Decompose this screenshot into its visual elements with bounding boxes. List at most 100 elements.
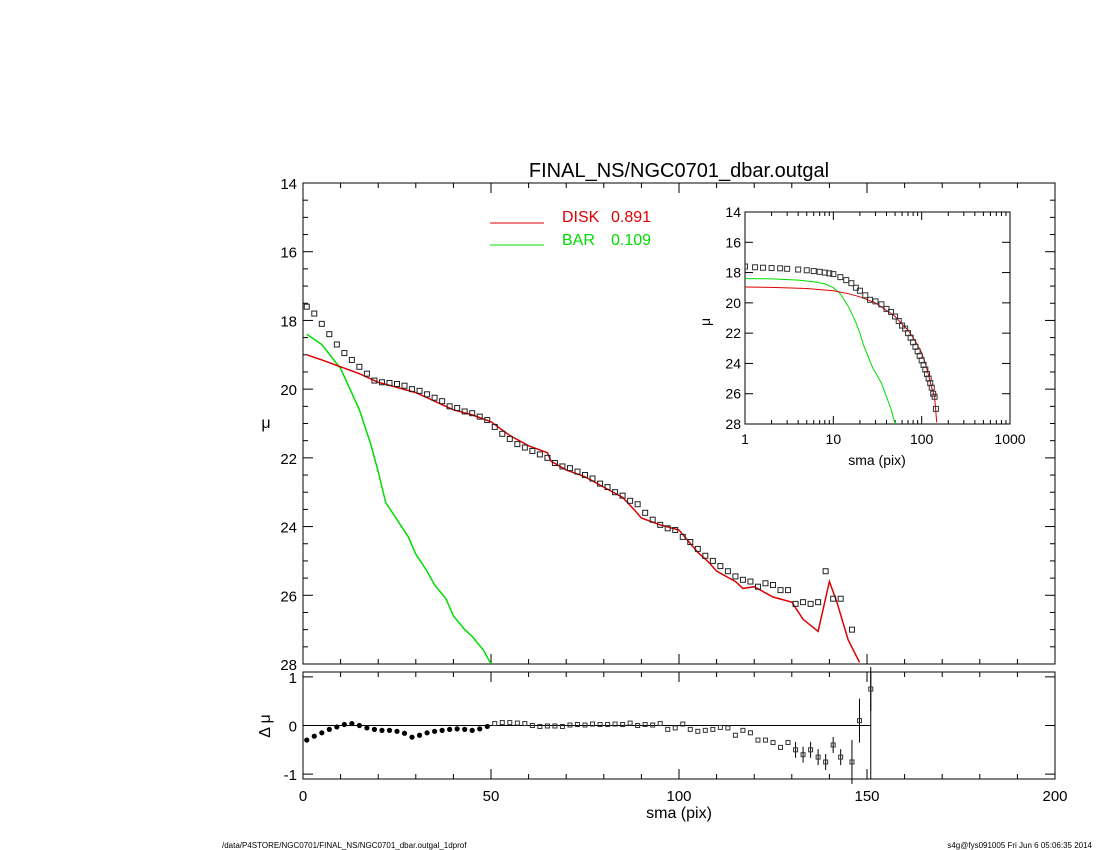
res-xtick-label: 50 <box>483 788 500 805</box>
data-point <box>348 356 355 363</box>
data-point <box>770 581 776 588</box>
inset-data-point <box>810 268 817 275</box>
inset-xlabel: sma (pix) <box>848 452 906 468</box>
res-data-point <box>815 754 821 760</box>
res-data-point <box>416 732 423 738</box>
main-ytick-label: 28 <box>280 657 297 674</box>
inset-data-point <box>803 267 810 274</box>
res-data-point <box>574 722 580 728</box>
res-data-point <box>529 723 535 728</box>
data-point <box>559 463 566 470</box>
main-series-group <box>303 303 861 664</box>
res-xtick-label: 150 <box>854 788 879 805</box>
data-point <box>341 350 348 357</box>
res-data-point <box>552 723 558 729</box>
res-data-point <box>627 720 633 726</box>
data-point <box>694 545 701 552</box>
inset-data-point <box>826 270 833 277</box>
data-point <box>521 444 528 451</box>
res-data-point <box>567 722 573 728</box>
inset-plot: 1 10 100 1000 14 16 18 20 22 24 26 28 sma (pix) μ <box>697 204 1026 468</box>
res-xtick-label: 200 <box>1042 788 1067 805</box>
res-data-point <box>477 726 483 732</box>
data-point <box>724 568 731 575</box>
res-data-point <box>702 727 708 733</box>
res-data-point <box>762 737 768 743</box>
res-data-point <box>732 732 738 738</box>
data-point <box>529 447 536 454</box>
inset-data-point <box>795 266 802 273</box>
data-point <box>589 475 596 482</box>
data-point <box>747 578 754 585</box>
inset-data-point <box>872 298 879 305</box>
data-point <box>582 472 588 479</box>
res-ytick-label: -1 <box>284 767 297 784</box>
data-point <box>664 525 671 532</box>
legend: DISK 0.891 BAR 0.109 <box>490 209 651 249</box>
res-data-point <box>462 726 468 732</box>
inset-data-point <box>878 301 885 308</box>
inset-data-point <box>760 264 767 271</box>
res-data-point <box>830 742 836 748</box>
res-data-point <box>371 726 378 732</box>
res-data-point <box>364 725 370 731</box>
data-point <box>785 587 792 594</box>
res-data-point <box>499 720 505 726</box>
res-data-point <box>356 722 362 729</box>
data-point <box>762 580 769 587</box>
residual-plot-marks <box>303 667 874 784</box>
res-data-point <box>582 722 588 728</box>
data-point <box>709 557 716 564</box>
res-data-point <box>484 723 490 730</box>
res-ytick-label: 0 <box>289 719 297 736</box>
main-ylabel: μ <box>261 415 270 432</box>
data-point <box>333 341 340 348</box>
data-point <box>739 576 746 583</box>
res-data-point <box>590 721 596 727</box>
data-point <box>506 435 513 442</box>
inset-xtick-label: 10 <box>826 431 842 447</box>
data-point <box>461 408 468 415</box>
inset-data-point <box>931 393 938 400</box>
res-data-point <box>537 723 543 729</box>
res-data-point <box>620 722 626 728</box>
data-point <box>657 521 664 528</box>
main-ytick-label: 26 <box>280 588 297 605</box>
res-xtick-label: 0 <box>299 788 307 805</box>
res-data-point <box>432 728 438 734</box>
residual-ylabel: Δ μ <box>257 714 274 737</box>
res-data-point <box>311 733 317 739</box>
data-point <box>469 410 476 417</box>
data-point <box>679 533 686 540</box>
data-point <box>732 573 739 580</box>
inset-ylabel: μ <box>697 318 713 326</box>
inset-data-point <box>784 265 791 272</box>
legend-label-disk: DISK <box>562 209 600 226</box>
inset-xtick-label: 1000 <box>994 431 1025 447</box>
res-data-point <box>386 727 393 733</box>
data-point <box>409 386 416 393</box>
inset-xtick-label: 1 <box>741 431 749 447</box>
res-data-point <box>793 747 799 753</box>
res-data-point <box>522 721 528 727</box>
data-point <box>431 394 438 401</box>
inset-plot-marks <box>745 263 939 424</box>
res-data-point <box>823 759 829 765</box>
res-data-point <box>597 722 603 728</box>
res-data-point <box>747 730 753 736</box>
data-point <box>499 430 506 437</box>
data-point <box>386 379 393 386</box>
data-point <box>627 497 634 504</box>
inset-data-point <box>843 277 850 284</box>
res-data-point <box>849 759 855 765</box>
inset-data-point <box>745 263 748 270</box>
res-data-point <box>559 723 565 729</box>
main-ytick-label: 16 <box>280 245 297 262</box>
data-point <box>544 454 551 461</box>
inset-data-point <box>852 284 859 291</box>
data-point <box>416 387 423 394</box>
main-ytick-label: 22 <box>280 451 297 468</box>
res-data-point <box>770 740 776 746</box>
inset-data-point <box>830 271 837 278</box>
res-data-point <box>409 734 415 740</box>
